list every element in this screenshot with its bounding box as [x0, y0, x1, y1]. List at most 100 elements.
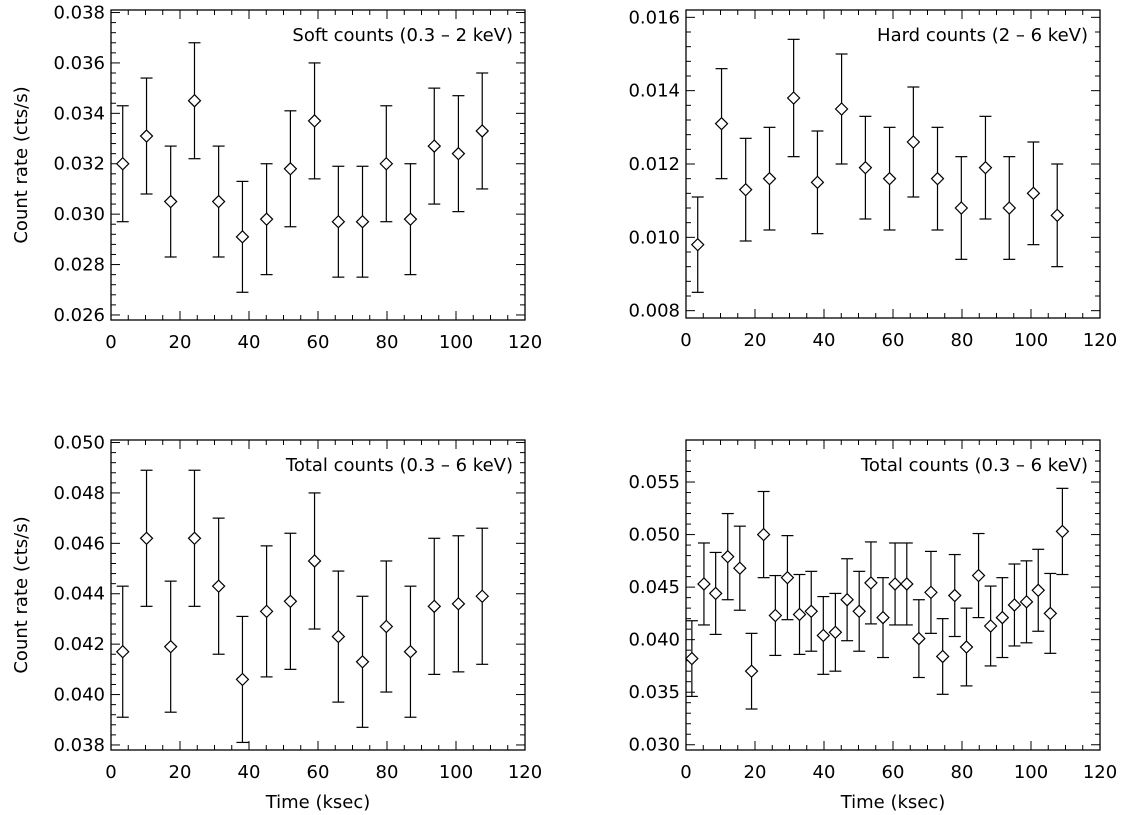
diamond-marker — [355, 214, 370, 229]
data-point — [708, 551, 723, 636]
diamond-marker — [211, 194, 226, 209]
diamond-marker — [708, 586, 723, 601]
data-point — [1007, 563, 1022, 647]
y-tick-label: 0.046 — [53, 533, 105, 554]
y-tick-label: 0.035 — [628, 682, 680, 703]
data-point — [864, 541, 878, 625]
x-tick-label: 100 — [439, 762, 473, 783]
data-point — [995, 577, 1010, 659]
diamond-marker — [899, 577, 914, 591]
data-point — [714, 68, 729, 180]
x-tick-label: 60 — [307, 332, 330, 353]
y-axis-label: Count rate (cts/s) — [11, 516, 32, 673]
data-point — [906, 86, 921, 198]
x-tick-label: 80 — [376, 332, 399, 353]
x-tick-label: 20 — [744, 762, 767, 783]
chart-panel-3: 0 20 40 60 80 100 120 0.038 0.040 0.042 0.044 0.046… — [11, 433, 542, 813]
x-tick-label: 0 — [105, 762, 116, 783]
data-point — [780, 535, 795, 621]
diamond-marker — [379, 619, 394, 634]
data-point — [810, 130, 825, 235]
diamond-marker — [283, 161, 298, 176]
data-point — [954, 156, 969, 260]
diamond-marker — [1050, 208, 1065, 223]
data-point — [331, 570, 346, 703]
diamond-marker — [995, 610, 1010, 625]
data-point — [1002, 156, 1017, 260]
y-tick-label: 0.044 — [53, 584, 105, 605]
data-point — [738, 137, 753, 242]
diamond-marker — [947, 588, 962, 603]
diamond-marker — [235, 229, 250, 244]
data-point — [924, 550, 938, 634]
data-point — [163, 145, 178, 258]
chart-annotation: Total counts (0.3 – 6 keV) — [285, 455, 513, 476]
data-point — [978, 115, 993, 220]
chart-annotation: Hard counts (2 – 6 keV) — [877, 25, 1088, 46]
diamond-marker — [1019, 594, 1034, 609]
diamond-marker — [744, 664, 759, 679]
y-tick-label: 0.034 — [53, 103, 105, 124]
diamond-marker — [331, 214, 346, 229]
diamond-marker — [451, 146, 466, 161]
x-tick-label: 60 — [882, 762, 905, 783]
data-point — [983, 585, 998, 667]
diamond-marker — [732, 561, 747, 576]
data-point — [283, 110, 298, 228]
data-point — [816, 595, 831, 675]
data-point — [1043, 572, 1058, 654]
axes-frame — [110, 439, 526, 751]
chart-panel-1: 0 20 40 60 80 100 120 0.026 0.028 0.030 0.032 0.034… — [11, 3, 542, 353]
y-tick-label: 0.014 — [628, 81, 680, 102]
y-tick-label: 0.026 — [53, 305, 105, 326]
data-point — [1031, 548, 1046, 632]
diamond-marker — [475, 589, 490, 604]
data-point — [403, 163, 418, 276]
data-point — [427, 537, 442, 675]
x-tick-label: 20 — [169, 332, 192, 353]
data-point — [211, 145, 226, 258]
data-point — [899, 542, 914, 626]
diamond-marker — [1026, 186, 1041, 201]
diamond-marker — [792, 607, 807, 622]
x-tick-label: 0 — [680, 330, 691, 351]
diamond-marker — [1031, 583, 1046, 598]
diamond-marker — [924, 585, 938, 600]
data-point — [947, 553, 962, 638]
y-tick-label: 0.048 — [53, 483, 105, 504]
data-point — [852, 570, 867, 652]
data-point — [211, 517, 226, 655]
data-point — [115, 585, 130, 718]
data-point — [307, 62, 322, 180]
data-point — [744, 632, 759, 710]
diamond-marker — [978, 160, 993, 175]
diamond-marker — [834, 102, 849, 116]
diamond-marker — [187, 531, 202, 546]
data-point — [475, 527, 490, 665]
diamond-marker — [906, 135, 921, 149]
x-tick-label: 120 — [508, 762, 542, 783]
y-tick-label: 0.012 — [628, 154, 680, 175]
data-point — [840, 558, 854, 642]
data-point — [959, 607, 974, 687]
y-tick-label: 0.016 — [628, 7, 680, 28]
diamond-marker — [259, 212, 274, 227]
x-tick-label: 60 — [307, 762, 330, 783]
diamond-marker — [403, 644, 418, 659]
diamond-marker — [768, 608, 783, 623]
diamond-marker — [816, 628, 831, 643]
y-tick-label: 0.010 — [628, 227, 680, 248]
diamond-marker — [115, 156, 130, 171]
data-point — [971, 532, 986, 619]
data-point — [139, 77, 154, 195]
diamond-marker — [690, 237, 705, 252]
diamond-marker — [930, 171, 945, 186]
data-point — [163, 580, 178, 713]
diamond-marker — [828, 625, 843, 640]
chart-panel-2: 0 20 40 60 80 100 120 0.008 0.010 0.012 0.014 0.016… — [628, 7, 1117, 351]
diamond-marker — [840, 592, 854, 607]
x-tick-label: 40 — [813, 330, 836, 351]
data-point — [235, 180, 250, 293]
diamond-marker — [1002, 201, 1017, 215]
